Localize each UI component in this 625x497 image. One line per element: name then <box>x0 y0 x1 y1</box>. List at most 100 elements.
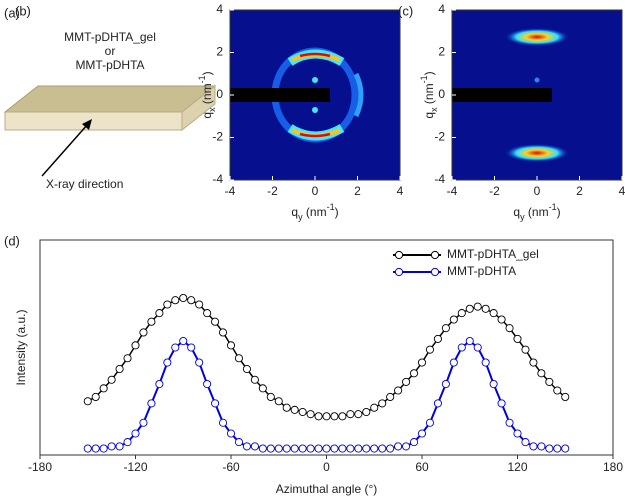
data-point <box>417 429 427 438</box>
spot <box>312 107 318 113</box>
data-point <box>425 418 435 427</box>
data-point <box>330 412 339 421</box>
sample-name: MMT-pDHTA <box>75 58 144 72</box>
scattering-image <box>230 10 400 180</box>
data-point <box>155 379 164 389</box>
data-point <box>115 442 124 451</box>
label-part: q <box>513 205 520 219</box>
data-point <box>274 444 283 453</box>
data-point <box>370 403 379 412</box>
data-point <box>338 444 347 453</box>
label-part: y <box>298 212 303 222</box>
label-part: -1 <box>327 202 335 212</box>
data-point <box>218 328 228 337</box>
label-part: x <box>429 107 439 112</box>
panel-label: (c) <box>398 3 413 18</box>
data-point <box>529 442 538 451</box>
y-label: qx (nm-1) <box>419 71 439 118</box>
panel-label: (d) <box>4 233 20 248</box>
data-point <box>203 309 212 318</box>
y-axis-label: Intensity (a.u.) <box>14 309 28 385</box>
data-point <box>179 293 188 303</box>
x-tick-label: 2 <box>354 184 361 198</box>
data-point <box>513 429 522 438</box>
x-axis-label: Azimuthal angle (°) <box>276 482 378 496</box>
data-point <box>362 444 371 453</box>
data-point <box>226 341 236 350</box>
x-tick-label: 180 <box>603 460 623 474</box>
y-tick-label: 4 <box>216 2 223 16</box>
data-point <box>83 444 92 453</box>
data-point <box>91 444 100 453</box>
data-point <box>131 341 140 350</box>
x-tick-label: -120 <box>123 460 147 474</box>
data-point <box>179 336 188 346</box>
slab-top <box>3 85 217 113</box>
data-point <box>394 386 403 395</box>
data-point <box>218 418 228 427</box>
data-point <box>402 377 411 386</box>
data-point <box>298 444 307 453</box>
data-point <box>425 345 435 354</box>
data-point <box>163 300 172 309</box>
data-point <box>354 410 363 419</box>
legend-label: MMT-pDHTA_gel <box>447 247 539 261</box>
data-point <box>457 309 466 318</box>
x-tick-label: -2 <box>489 184 500 198</box>
y-tick-label: -4 <box>434 172 445 186</box>
x-tick-label: 120 <box>507 460 527 474</box>
beam-stop <box>452 88 552 102</box>
data-point <box>250 442 259 451</box>
data-point <box>107 442 116 451</box>
y-tick-label: 0 <box>438 87 445 101</box>
data-point <box>378 444 387 453</box>
data-point <box>561 444 570 453</box>
label-part: y <box>520 212 525 222</box>
y-tick-label: -2 <box>212 130 223 144</box>
y-tick-label: 2 <box>438 45 445 59</box>
data-point <box>139 418 148 427</box>
x-tick-label: -4 <box>447 184 458 198</box>
data-point <box>266 392 275 402</box>
data-point <box>306 444 315 453</box>
legend-marker <box>394 267 404 277</box>
y-tick-label: 4 <box>438 2 445 16</box>
x-tick-label: -180 <box>28 460 52 474</box>
x-label: qy (nm-1) <box>513 202 560 222</box>
sample-name: MMT-pDHTA_gel <box>64 30 156 44</box>
schematic: (a) MMT-pDHTA_gel or MMT-pDHTA X-ray dir… <box>3 5 217 191</box>
data-point <box>386 444 395 453</box>
data-point <box>123 438 132 447</box>
data-point <box>234 438 244 447</box>
data-point <box>211 399 220 408</box>
data-point <box>513 334 522 343</box>
data-point <box>195 358 204 367</box>
label-part: -1 <box>549 202 557 212</box>
data-point <box>433 334 442 343</box>
series-line <box>87 339 566 450</box>
data-point <box>131 429 140 438</box>
data-point <box>187 343 196 352</box>
data-point <box>457 343 466 352</box>
data-point <box>298 407 307 417</box>
data-point <box>107 375 116 384</box>
x-tick-label: 0 <box>312 184 319 198</box>
data-point <box>242 442 251 451</box>
data-point <box>163 358 172 367</box>
data-point <box>258 444 267 453</box>
data-point <box>489 379 498 389</box>
label-part: -1 <box>419 75 429 83</box>
data-point <box>481 304 490 313</box>
label-part: (nm <box>525 205 549 219</box>
slab-front <box>4 111 183 131</box>
data-point <box>306 410 315 419</box>
panel-label: (b) <box>15 3 31 18</box>
x-tick-label: -4 <box>225 184 236 198</box>
data-point <box>354 444 363 453</box>
y-tick-label: 2 <box>216 45 223 59</box>
data-point <box>449 315 458 324</box>
data-point <box>529 358 538 367</box>
label-part: ) <box>335 205 339 219</box>
data-point <box>394 442 403 451</box>
arrow <box>41 123 89 177</box>
